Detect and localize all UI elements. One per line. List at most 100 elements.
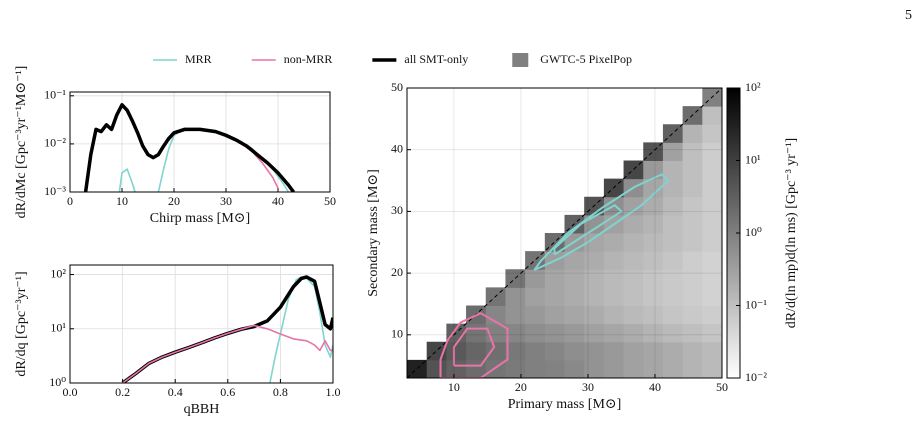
heatmap-cell: [525, 305, 546, 325]
heatmap-cell: [623, 341, 644, 361]
heatmap-cell: [525, 341, 546, 361]
heatmap-cell: [544, 233, 565, 252]
x-tick-label: 40: [272, 194, 284, 208]
heatmap-cell: [426, 359, 447, 378]
heatmap-cell: [662, 341, 684, 361]
heatmap-cell: [564, 323, 585, 343]
heatmap-cell: [662, 178, 684, 198]
heatmap-cell: [505, 305, 526, 325]
colorbar-tick-label: 10⁰: [745, 225, 762, 239]
heatmap-cell: [584, 251, 605, 270]
x-tick-label: 40: [649, 380, 661, 394]
heatmap-cell: [584, 269, 605, 288]
heatmap-cell: [466, 341, 487, 361]
y-tick-label: 10⁰: [49, 375, 66, 389]
heatmap-cell: [702, 251, 722, 270]
heatmap-cell: [407, 359, 428, 378]
heatmap-cell: [643, 323, 664, 343]
heatmap-cell: [623, 287, 644, 306]
heatmap-cell: [662, 359, 684, 378]
y-tick-label: 50: [391, 80, 403, 94]
heatmap-cell: [702, 287, 722, 306]
heatmap-cell: [682, 142, 703, 161]
heatmap-cell: [662, 142, 684, 161]
y-tick-label: 20: [391, 265, 403, 279]
heatmap-cell: [603, 323, 625, 343]
heatmap-cell: [662, 160, 684, 180]
heatmap-cell: [584, 323, 605, 343]
series-group: [83, 103, 296, 192]
heatmap-cell: [682, 269, 703, 288]
heatmap-cell: [662, 251, 684, 270]
colorbar-tick-label: 10⁻²: [745, 370, 767, 384]
contour: [452, 327, 496, 367]
heatmap-cell: [702, 269, 722, 288]
heatmap-cell: [702, 305, 722, 325]
heatmap-cell: [662, 269, 684, 288]
x-tick-label: 10: [116, 194, 128, 208]
heatmap-cell: [623, 233, 644, 252]
colorbar-tick-label: 10²: [745, 80, 761, 94]
x-tick-label: 0.8: [273, 385, 288, 399]
heatmap-cell: [564, 341, 585, 361]
heatmap-cell: [682, 160, 703, 180]
diagonal: [407, 88, 722, 378]
heatmap-cell: [662, 214, 684, 234]
heatmap-cell: [485, 341, 506, 361]
legend-label: GWTC-5 PixelPop: [540, 52, 632, 66]
legend-label: non-MRR: [284, 52, 333, 66]
heatmap-cell: [702, 359, 722, 378]
heatmap-cell: [702, 142, 722, 161]
y-tick-label: 10⁻³: [44, 184, 66, 198]
heatmap-cell: [623, 269, 644, 288]
heatmap-cell: [643, 359, 664, 378]
heatmap-cell: [643, 341, 664, 361]
colorbar-label: dR/d(ln mp)d(ln ms) [Gpc⁻³ yr⁻¹]: [784, 138, 799, 328]
x-tick-label: 0.6: [220, 385, 235, 399]
heatmap-cell: [643, 196, 664, 216]
heatmap-cell: [564, 305, 585, 325]
heatmap-cell: [584, 305, 605, 325]
x-tick-label: 30: [220, 194, 232, 208]
axes-frame: [69, 91, 331, 193]
heatmap-cell: [643, 233, 664, 252]
heatmap-cell: [682, 341, 703, 361]
heatmap-cell: [544, 287, 565, 306]
page-number: 5: [905, 8, 912, 23]
x-axis-label: qBBH: [184, 402, 220, 417]
heatmap-cell: [544, 359, 565, 378]
heatmap-cell: [466, 323, 487, 343]
x-tick-label: 1.0: [326, 385, 341, 399]
x-axis-label: Primary mass [M⊙]: [508, 397, 622, 412]
heatmap-cell: [603, 233, 625, 252]
heatmap-cell: [544, 305, 565, 325]
y-axis-label: dR/dMc [Gpc⁻³yr⁻¹M⊙⁻¹]: [14, 66, 29, 219]
heatmap-cell: [584, 341, 605, 361]
heatmap-cell: [564, 251, 585, 270]
heatmap-cell: [525, 251, 546, 270]
heatmap-cell: [584, 287, 605, 306]
colorbar-tick-label: 10⁻¹: [745, 297, 767, 311]
heatmap-cell: [643, 269, 664, 288]
x-tick-label: 0: [67, 194, 73, 208]
heatmap-cell: [525, 269, 546, 288]
heatmap-cell: [603, 251, 625, 270]
contour: [533, 173, 670, 271]
y-axis-label: Secondary mass [M⊙]: [366, 169, 381, 297]
heatmap-cell: [682, 233, 703, 252]
heatmap-cell: [643, 142, 664, 161]
heatmap-cell: [702, 196, 722, 216]
heatmap-cell: [643, 160, 664, 180]
heatmap-cell: [702, 160, 722, 180]
heatmap-cell: [603, 287, 625, 306]
y-tick-label: 10: [391, 327, 403, 341]
plot-area: [407, 88, 722, 378]
line: [83, 103, 296, 192]
heatmap-cell: [505, 287, 526, 306]
x-tick-label: 0.2: [115, 385, 130, 399]
heatmap-cell: [643, 305, 664, 325]
heatmap-cell: [702, 124, 722, 143]
heatmap-cell: [702, 341, 722, 361]
x-tick-label: 0.0: [63, 385, 78, 399]
